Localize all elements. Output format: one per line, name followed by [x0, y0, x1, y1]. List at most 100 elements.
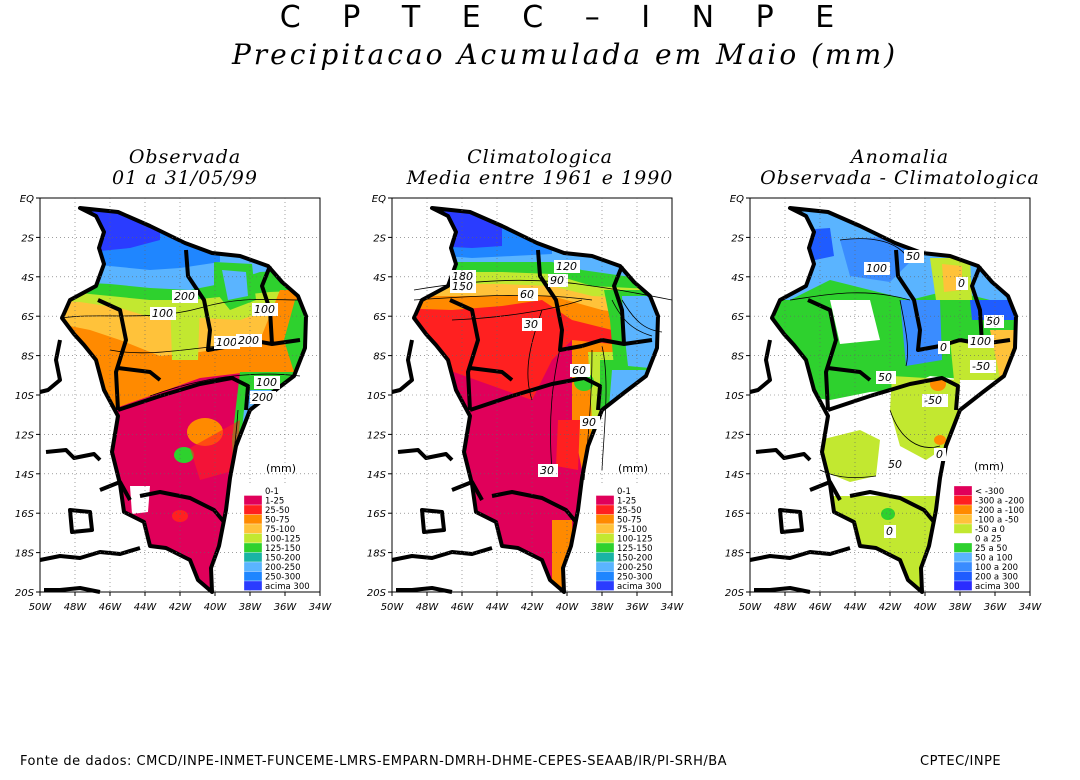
- contour-label: 0: [940, 341, 947, 354]
- panel-1-legend: 0-11-2525-5050-7575-100100-125125-150150…: [243, 485, 318, 592]
- legend-label-bg: [614, 486, 670, 496]
- y-tick-label: 8S: [731, 352, 744, 363]
- contour-label: 0: [886, 525, 893, 538]
- unit-label: (mm): [974, 460, 1004, 473]
- legend-swatch: [595, 495, 615, 506]
- legend-swatch: [595, 561, 615, 572]
- y-tick-label: 16S: [725, 509, 745, 520]
- x-tick-label: 50W: [739, 602, 763, 613]
- legend-label-bg: [614, 495, 670, 505]
- legend-label-bg: [972, 524, 1028, 534]
- legend-label: 25-50: [265, 506, 290, 516]
- x-tick-label: 46W: [809, 602, 833, 613]
- legend-label: 250-300: [617, 573, 653, 583]
- y-tick-label: 6S: [21, 312, 34, 323]
- panel-1-title-line2: 01 a 31/05/99: [112, 167, 258, 189]
- legend-label-bg: [972, 486, 1028, 496]
- y-tick-label: 10S: [15, 391, 35, 402]
- y-tick-label: 14S: [725, 470, 745, 481]
- contour-label: 120: [556, 260, 577, 273]
- panel-2-title: Climatologica Media entre 1961 e 1990: [380, 147, 700, 189]
- legend-swatch: [953, 571, 973, 582]
- contour-label: -50: [972, 360, 990, 373]
- x-tick-label: 44W: [134, 602, 158, 613]
- legend-swatch: [243, 571, 263, 582]
- legend-label-bg: [972, 514, 1028, 524]
- legend-label: 1-25: [265, 497, 284, 507]
- y-tick-label: 8S: [373, 352, 386, 363]
- x-tick-label: 50W: [381, 602, 405, 613]
- legend-swatch: [595, 571, 615, 582]
- panel-3-title-line1: Anomalia: [850, 146, 950, 168]
- panel-2-title-line1: Climatologica: [467, 146, 613, 168]
- y-tick-label: 4S: [731, 273, 744, 284]
- legend-swatch: [243, 561, 263, 572]
- x-tick-label: 42W: [169, 602, 193, 613]
- legend-label: 100-125: [265, 535, 301, 545]
- contour-label: 100: [256, 376, 277, 389]
- legend-label-bg: [262, 581, 318, 591]
- x-tick-label: 50W: [29, 602, 53, 613]
- y-tick-label: 18S: [15, 549, 35, 560]
- legend-label-bg: [262, 486, 318, 496]
- y-tick-label: 10S: [367, 391, 387, 402]
- contour-label: 30: [524, 318, 538, 331]
- legend-label: 75-100: [617, 525, 647, 535]
- y-tick-label: 18S: [725, 549, 745, 560]
- y-tick-label: 4S: [21, 273, 34, 284]
- y-tick-label: 14S: [15, 470, 35, 481]
- contour-label: 150: [452, 280, 473, 293]
- legend-label-bg: [972, 543, 1028, 553]
- y-tick-label: 12S: [367, 430, 387, 441]
- legend-label: 100-125: [617, 535, 653, 545]
- y-tick-label: 20S: [367, 588, 387, 599]
- legend-label-bg: [972, 505, 1028, 515]
- y-tick-label: 16S: [367, 509, 387, 520]
- legend-swatch: [595, 533, 615, 544]
- y-tick-label: 12S: [725, 430, 745, 441]
- x-tick-label: 40W: [914, 602, 938, 613]
- legend-swatch: [243, 514, 263, 525]
- contour-label: 30: [540, 464, 554, 477]
- y-tick-label: 2S: [373, 233, 386, 244]
- y-tick-label: 10S: [725, 391, 745, 402]
- contour-label: 0: [958, 277, 965, 290]
- unit-label: (mm): [266, 462, 296, 475]
- legend-swatch: [243, 533, 263, 544]
- legend-swatch: [595, 514, 615, 525]
- contour-label: 180: [452, 270, 473, 283]
- legend-label-bg: [972, 533, 1028, 543]
- legend-label-bg: [614, 533, 670, 543]
- contour-label: 100: [970, 335, 991, 348]
- x-tick-label: 38W: [239, 602, 263, 613]
- legend-swatch: [953, 485, 973, 496]
- legend-label-bg: [262, 533, 318, 543]
- x-tick-label: 48W: [64, 602, 88, 613]
- legend-label: 200 a 300: [975, 573, 1018, 583]
- legend-swatch: [595, 580, 615, 591]
- contour-label: 50: [986, 315, 1000, 328]
- contour-label: 60: [572, 364, 586, 377]
- x-tick-label: 34W: [309, 602, 333, 613]
- legend-label: acima 300: [975, 582, 1020, 592]
- legend-swatch: [953, 533, 973, 544]
- x-tick-label: 44W: [844, 602, 868, 613]
- legend-swatch: [243, 523, 263, 534]
- panel-1-title-line1: Observada: [128, 146, 242, 168]
- legend-label: 50 a 100: [975, 554, 1013, 564]
- contour-label: 90: [582, 416, 596, 429]
- legend-label: 200-250: [265, 563, 301, 573]
- legend-label: -50 a 0: [975, 525, 1005, 535]
- x-tick-label: 38W: [949, 602, 973, 613]
- legend-swatch: [953, 580, 973, 591]
- legend-label-bg: [972, 581, 1028, 591]
- panel-2-title-line2: Media entre 1961 e 1990: [406, 167, 674, 189]
- legend-label-bg: [972, 495, 1028, 505]
- y-tick-label: 2S: [21, 233, 34, 244]
- contour-label: 50: [906, 250, 920, 263]
- y-tick-label: 20S: [725, 588, 745, 599]
- legend-label-bg: [262, 562, 318, 572]
- contour-label: 50: [878, 371, 892, 384]
- panel-3-title-line2: Observada - Climatologica: [760, 167, 1040, 189]
